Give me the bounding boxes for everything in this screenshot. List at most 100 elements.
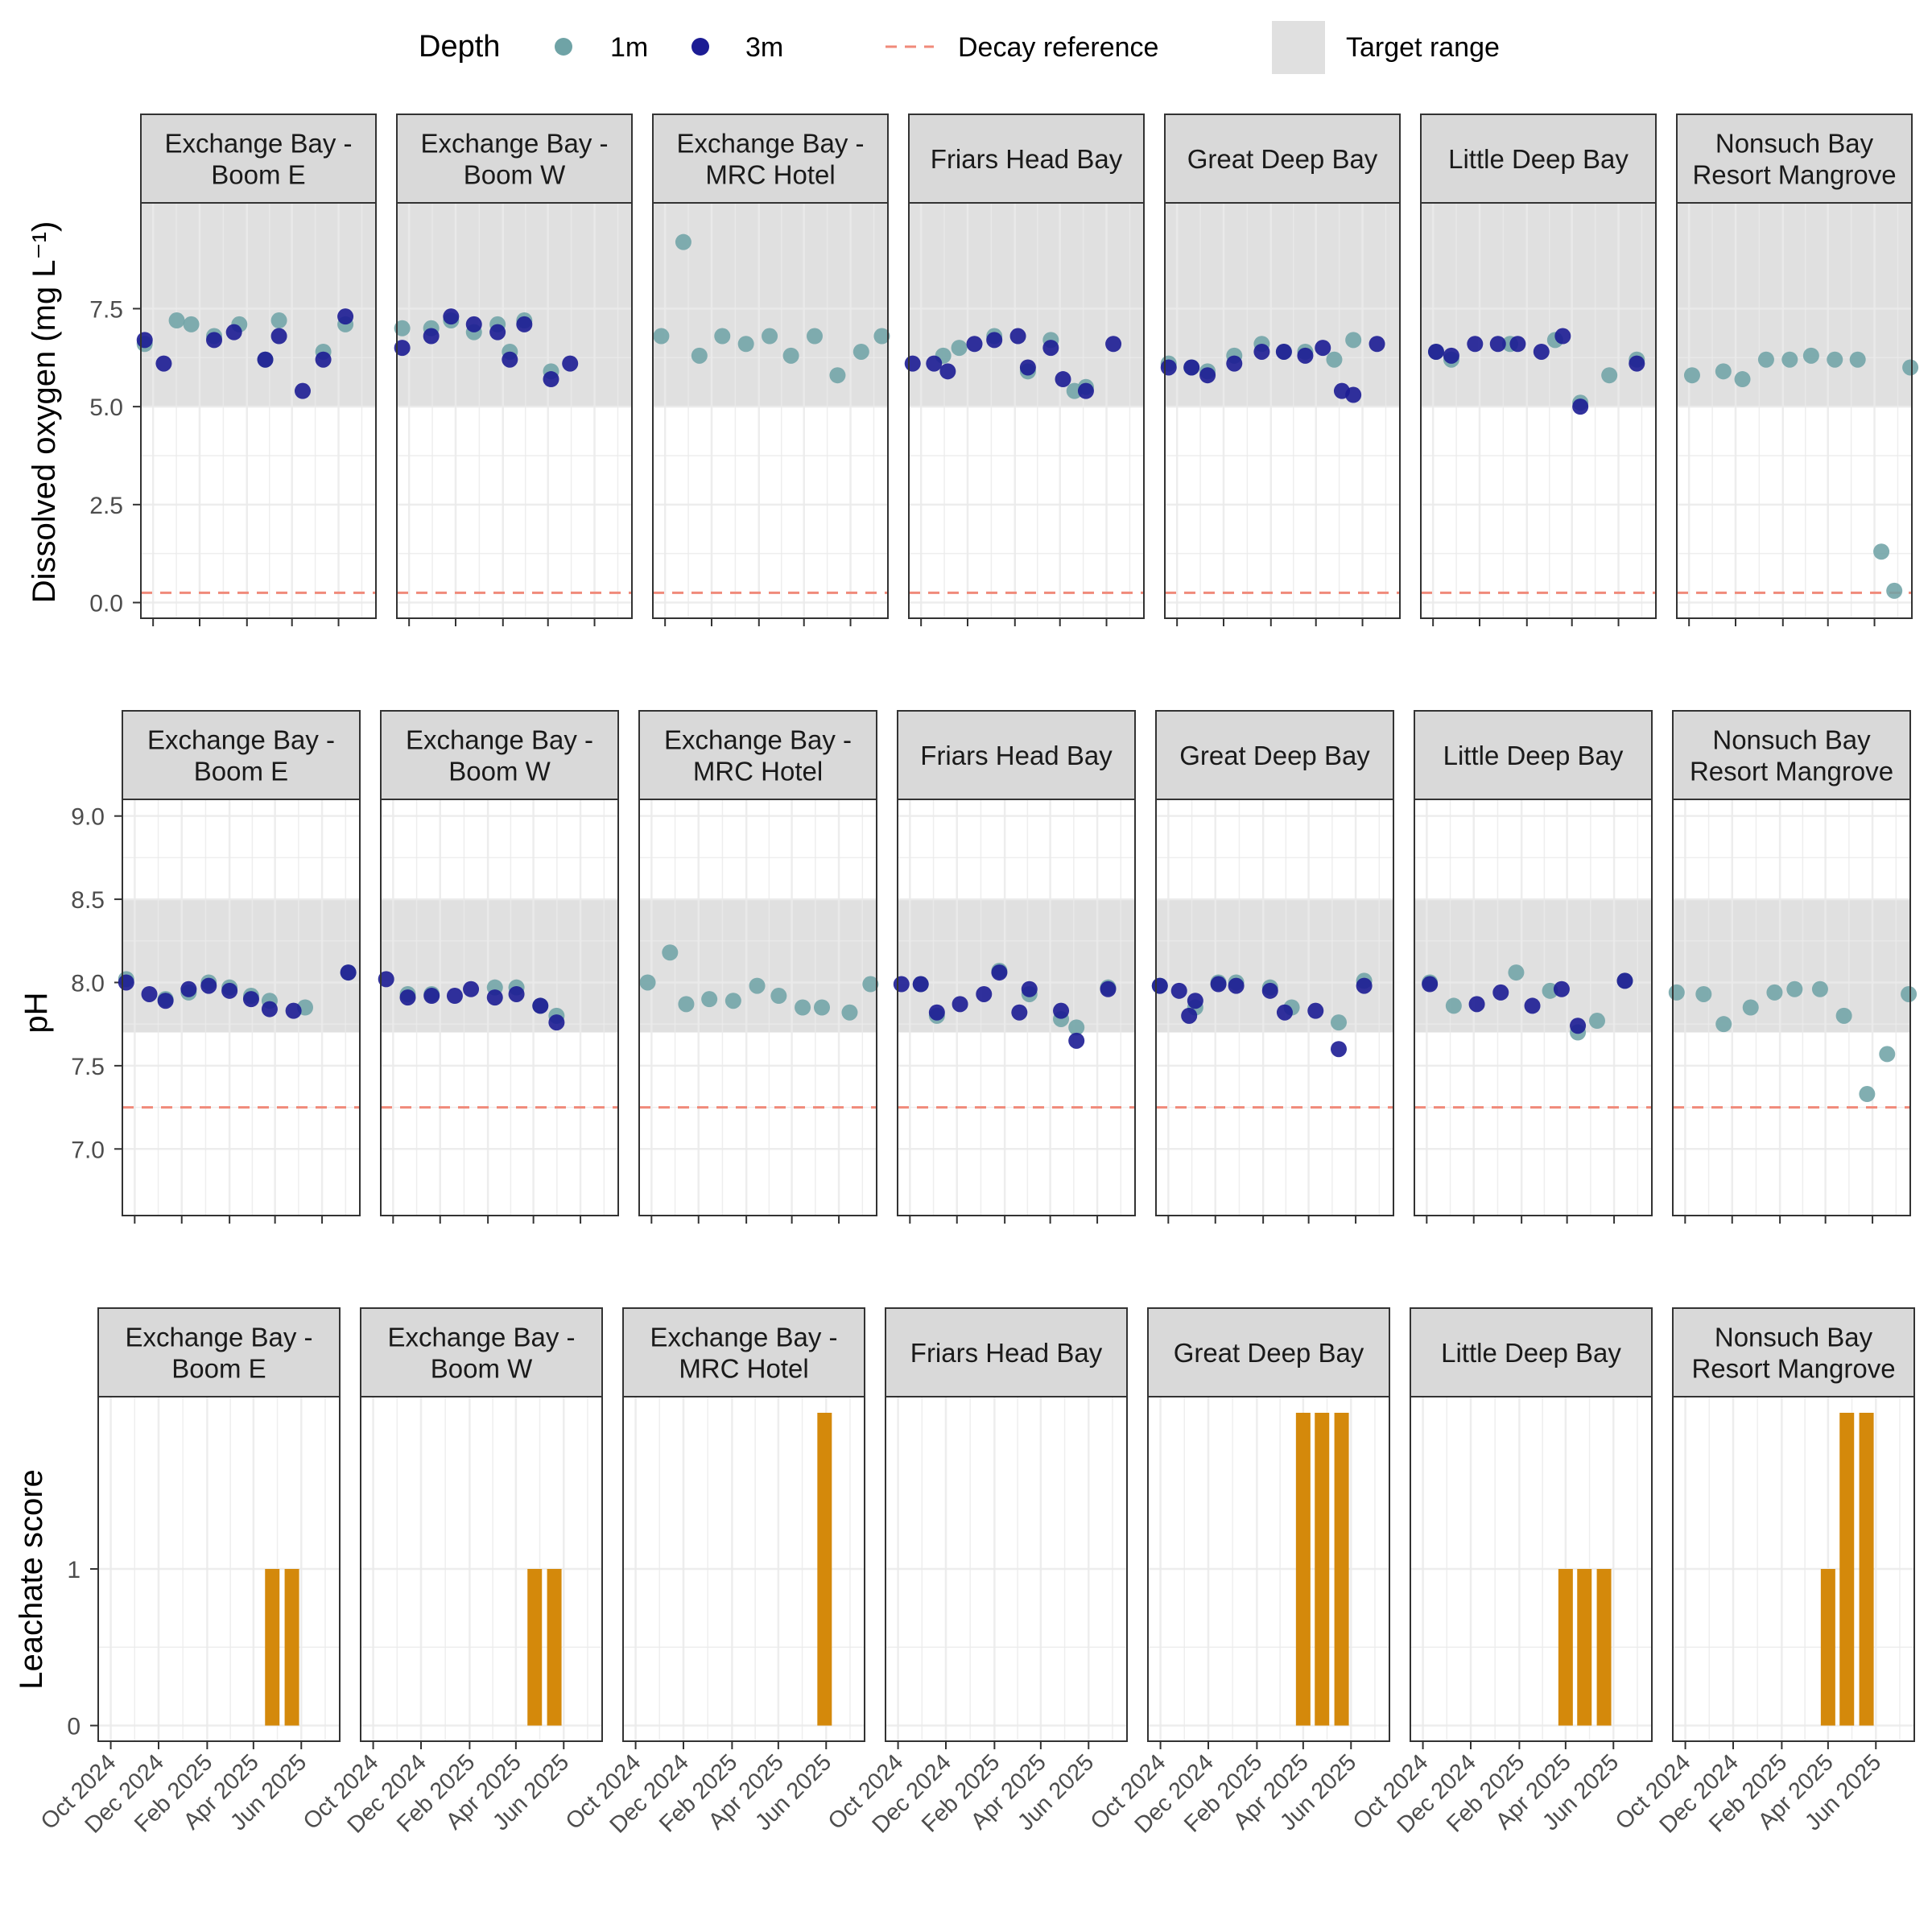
target-range-band	[381, 899, 618, 1033]
data-point-3m	[1077, 382, 1094, 399]
data-point-3m	[1228, 977, 1245, 994]
data-point-1m	[841, 1004, 858, 1021]
data-point-1m	[852, 343, 869, 360]
facet-label: Nonsuch Bay	[1715, 1323, 1873, 1352]
facet-label: Boom E	[171, 1354, 266, 1384]
data-point-3m	[1509, 336, 1526, 353]
facet-strip	[1420, 114, 1657, 204]
panel-0-4: Great Deep Bay	[1160, 114, 1401, 626]
y-tick-label: 0.0	[89, 591, 123, 617]
data-point-1m	[1668, 984, 1685, 1001]
y-title-ph: pH	[19, 992, 54, 1033]
facet-label: Boom W	[431, 1354, 533, 1384]
data-point-3m	[118, 974, 134, 991]
data-point-3m	[912, 976, 929, 993]
data-point-3m	[225, 324, 242, 341]
legend-key-1m	[555, 38, 572, 56]
data-point-3m	[1629, 355, 1645, 372]
data-point-3m	[1019, 359, 1036, 376]
data-point-3m	[337, 308, 354, 325]
data-point-1m	[1330, 1014, 1347, 1031]
facet-label: Nonsuch Bay	[1715, 129, 1874, 159]
data-point-3m	[489, 324, 506, 341]
data-point-1m	[1786, 980, 1803, 997]
data-point-3m	[423, 328, 440, 345]
data-point-3m	[904, 355, 921, 372]
data-point-1m	[1873, 543, 1890, 560]
data-point-3m	[1345, 386, 1362, 403]
data-point-3m	[1042, 340, 1059, 357]
data-point-1m	[394, 320, 411, 336]
facet-label: Exchange Bay -	[126, 1323, 313, 1352]
leachate-bar	[1315, 1413, 1330, 1726]
data-point-1m	[675, 233, 691, 250]
data-point-3m	[1261, 982, 1278, 999]
data-point-1m	[873, 328, 890, 345]
data-point-1m	[701, 991, 718, 1008]
facet-label: Little Deep Bay	[1448, 144, 1629, 174]
facet-label: Great Deep Bay	[1179, 741, 1370, 770]
legend: Depth 1m 3m Decay reference Target range	[419, 21, 1500, 74]
data-point-1m	[183, 316, 200, 332]
data-point-3m	[270, 328, 287, 345]
leachate-bar	[527, 1569, 543, 1726]
panel-0-0: Exchange Bay -Boom E	[136, 114, 377, 626]
data-point-1m	[829, 367, 846, 384]
leachate-bar	[817, 1413, 832, 1726]
panel-0-1: Exchange Bay -Boom W	[394, 114, 633, 626]
data-point-1m	[724, 993, 741, 1009]
data-point-3m	[157, 993, 174, 1009]
y-tick-label: 2.5	[89, 493, 123, 519]
legend-key-target	[1272, 21, 1325, 74]
panel-border	[638, 799, 877, 1216]
data-point-1m	[1859, 1086, 1876, 1103]
leachate-bar	[1820, 1569, 1835, 1726]
leachate-bar	[547, 1569, 562, 1726]
panel-border	[622, 1396, 865, 1742]
data-point-3m	[1021, 980, 1038, 997]
data-point-1m	[1802, 347, 1819, 364]
facet-strip	[1164, 114, 1401, 204]
panel-border	[396, 202, 633, 619]
y-tick-label: 7.5	[89, 296, 123, 323]
data-point-3m	[294, 382, 311, 399]
data-point-3m	[285, 1002, 302, 1019]
data-point-3m	[1100, 980, 1117, 997]
data-point-3m	[1275, 343, 1292, 360]
data-point-3m	[516, 316, 533, 332]
data-point-3m	[1356, 977, 1373, 994]
data-point-3m	[991, 964, 1008, 981]
data-point-3m	[1181, 1007, 1198, 1024]
data-point-1m	[1715, 1016, 1732, 1033]
data-point-3m	[1011, 1004, 1028, 1021]
leachate-bar	[1596, 1569, 1612, 1726]
data-point-3m	[465, 316, 482, 332]
data-point-1m	[749, 977, 766, 994]
panel-border	[1414, 799, 1653, 1216]
facet-strip	[638, 710, 877, 800]
data-point-1m	[1588, 1013, 1605, 1030]
data-point-1m	[1068, 1019, 1085, 1036]
data-point-1m	[1781, 351, 1798, 368]
facet-label: Boom E	[194, 757, 288, 786]
data-point-3m	[1199, 367, 1216, 384]
data-point-3m	[446, 988, 463, 1005]
panel-border	[1410, 1396, 1653, 1742]
data-point-3m	[486, 989, 503, 1006]
facet-label: MRC Hotel	[705, 160, 835, 190]
panel-border	[897, 799, 1136, 1216]
data-point-3m	[1489, 336, 1506, 353]
facet-label: Resort Mangrove	[1692, 160, 1896, 190]
facet-strip	[1410, 1307, 1653, 1397]
facet-label: Exchange Bay -	[421, 129, 609, 159]
data-point-3m	[1151, 977, 1168, 994]
legend-depth-title: Depth	[419, 30, 500, 64]
data-point-1m	[1445, 997, 1462, 1014]
data-point-3m	[926, 355, 943, 372]
legend-label-3m: 3m	[745, 32, 783, 63]
legend-label-1m: 1m	[610, 32, 648, 63]
